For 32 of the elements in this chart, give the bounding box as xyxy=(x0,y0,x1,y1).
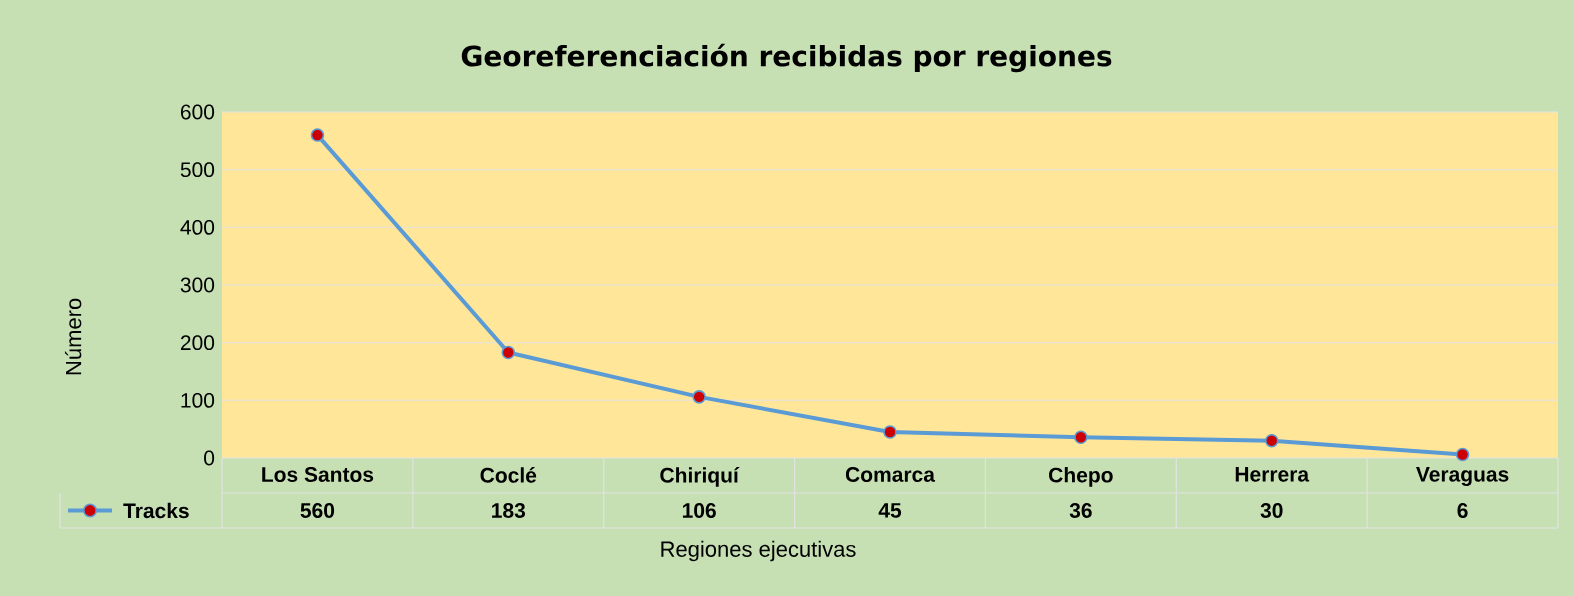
y-tick-label: 100 xyxy=(181,392,215,408)
data-label: 30 xyxy=(1260,503,1283,518)
x-tick-label: Veraguas xyxy=(1416,467,1509,486)
legend-label: Tracks xyxy=(123,502,189,519)
y-tick-label: 300 xyxy=(180,277,215,293)
x-tick-label: Chiriquí xyxy=(660,467,740,487)
y-tick-label: 0 xyxy=(204,450,215,466)
point xyxy=(692,390,706,404)
data-label: 36 xyxy=(1069,503,1092,518)
x-tick-label: Coclé xyxy=(480,467,537,483)
x-tick-label: Los Santos xyxy=(262,467,374,482)
data-label: 45 xyxy=(878,503,902,518)
y-tick-label: 200 xyxy=(180,335,215,351)
chart-title: Georeferenciación recibidas por regiones xyxy=(461,43,1112,73)
x-tick-label: Chepo xyxy=(1049,467,1113,487)
x-axis-title: Regiones ejecutivas xyxy=(661,540,856,562)
point xyxy=(1074,430,1088,445)
point xyxy=(1455,447,1470,462)
point xyxy=(310,128,325,142)
data-label: 183 xyxy=(492,503,526,518)
y-tick-label: 400 xyxy=(180,219,215,235)
data-label: 106 xyxy=(682,503,716,518)
x-tick-label: Herrera xyxy=(1235,467,1310,482)
y-axis-title: Número xyxy=(64,298,82,375)
y-tick-label: 600 xyxy=(180,104,215,120)
y-tick-label: 500 xyxy=(180,162,215,178)
point xyxy=(1264,433,1279,448)
point xyxy=(501,345,516,360)
point xyxy=(883,425,897,439)
data-label: 560 xyxy=(300,503,335,518)
x-tick-label: Comarca xyxy=(845,467,936,482)
data-label: 6 xyxy=(1457,503,1468,518)
